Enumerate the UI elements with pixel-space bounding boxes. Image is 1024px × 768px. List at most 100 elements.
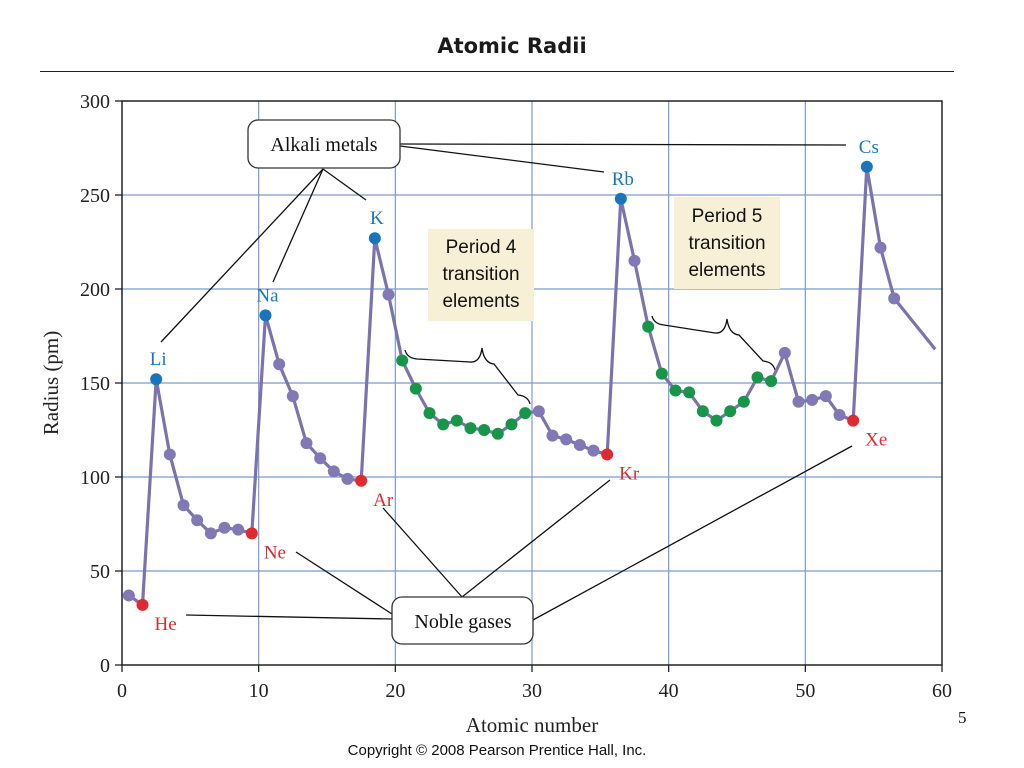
data-point-other (177, 499, 190, 512)
element-label-ne: Ne (264, 542, 286, 563)
data-points (122, 160, 901, 611)
data-point-alkali (860, 160, 873, 173)
data-point-transition (423, 407, 436, 420)
axis-ticks: 0 10 20 30 40 50 60 0 50 100 150 200 250 300 (80, 91, 952, 702)
element-label-rb: Rb (612, 169, 634, 190)
data-point-alkali (150, 373, 163, 386)
data-point-transition (505, 418, 518, 431)
data-point-other (122, 589, 135, 602)
data-point-transition (724, 405, 737, 418)
data-point-transition (710, 414, 723, 427)
data-point-other (341, 472, 354, 485)
element-label-k: K (370, 208, 384, 229)
y-tick-label: 100 (80, 467, 110, 489)
data-point-transition (464, 422, 477, 435)
callouts: Alkali metals Noble gases Period 4 transiti… (247, 119, 780, 645)
noble-gases-callout (391, 596, 534, 645)
data-point-other (532, 405, 545, 418)
data-point-noble (847, 414, 860, 427)
data-point-other (819, 390, 832, 403)
element-label-ar: Ar (373, 490, 394, 511)
data-point-transition (737, 395, 750, 408)
period4-callout (428, 229, 534, 321)
annotation-leader-lines (160, 143, 853, 621)
data-point-other (286, 390, 299, 403)
element-label-he: He (155, 614, 177, 635)
element-label-cs: Cs (859, 137, 879, 158)
period5-brace (651, 315, 776, 371)
y-tick-label: 0 (100, 655, 110, 677)
period5-callout (674, 197, 780, 289)
alkali-leader-rb (399, 145, 605, 173)
data-point-other (218, 521, 231, 534)
alkali-leader-k (322, 168, 367, 201)
element-label-kr: Kr (619, 463, 640, 484)
x-tick-label: 0 (117, 680, 127, 702)
data-point-other (560, 433, 573, 446)
element-label-li: Li (150, 349, 167, 370)
data-point-transition (478, 424, 491, 436)
x-tick-label: 40 (659, 680, 679, 702)
data-point-alkali (614, 192, 627, 205)
data-point-transition (655, 367, 668, 380)
data-point-other (232, 523, 245, 536)
data-point-noble (245, 527, 258, 540)
period5-label-line: Period 5 (692, 206, 763, 227)
data-point-noble (601, 448, 614, 461)
element-label-na: Na (256, 285, 279, 306)
radius-series-line (127, 165, 937, 607)
data-point-other (300, 437, 313, 450)
y-axis-label: Radius (pm) (39, 331, 63, 435)
data-point-transition (396, 354, 409, 367)
data-point-other (273, 358, 286, 371)
alkali-leader-cs (399, 143, 847, 146)
period4-label-line: transition (442, 264, 519, 285)
data-point-transition (519, 407, 532, 420)
title-divider (40, 71, 954, 72)
noble-leader-ne (295, 551, 393, 615)
data-point-transition (696, 405, 709, 418)
x-tick-label: 50 (795, 680, 815, 702)
data-point-transition (409, 382, 422, 395)
data-point-other (792, 395, 805, 408)
alkali-leader-li (160, 168, 324, 343)
noble-leader-ar (382, 507, 463, 598)
x-tick-label: 20 (385, 680, 405, 702)
data-point-transition (751, 371, 764, 384)
data-point-transition (669, 384, 682, 397)
data-point-other (628, 254, 641, 267)
noble-leader-he (185, 614, 393, 620)
data-point-other (327, 465, 340, 478)
element-labels: He Li Ne Na Ar K Kr Rb Xe Cs (150, 137, 888, 635)
y-tick-label: 50 (90, 561, 110, 583)
copyright-notice: Copyright © 2008 Pearson Prentice Hall, … (347, 742, 647, 759)
data-point-other (191, 514, 204, 527)
element-label-xe: Xe (865, 430, 887, 451)
y-tick-label: 150 (80, 373, 110, 395)
data-point-other (587, 444, 600, 457)
data-point-noble (136, 598, 149, 611)
page-title: Atomic Radii (437, 34, 587, 58)
data-point-other (382, 288, 395, 301)
x-tick-label: 10 (249, 680, 269, 702)
alkali-leader-na (272, 168, 324, 283)
noble-leader-xe (532, 445, 853, 621)
period4-brace (404, 347, 531, 405)
noble-gases-label: Noble gases (414, 611, 511, 633)
y-tick-label: 300 (80, 91, 110, 113)
data-point-transition (642, 320, 655, 333)
data-point-transition (437, 418, 450, 431)
alkali-metals-label: Alkali metals (270, 134, 377, 156)
data-point-transition (683, 386, 696, 399)
data-point-other (204, 527, 217, 540)
data-point-other (874, 241, 887, 254)
data-point-transition (765, 375, 778, 388)
y-tick-label: 250 (80, 185, 110, 207)
data-point-other (778, 346, 791, 359)
x-tick-label: 30 (522, 680, 542, 702)
x-tick-label: 60 (932, 680, 952, 702)
data-point-alkali (259, 309, 272, 322)
noble-leader-kr (461, 479, 611, 598)
period5-label-line: elements (688, 260, 765, 281)
